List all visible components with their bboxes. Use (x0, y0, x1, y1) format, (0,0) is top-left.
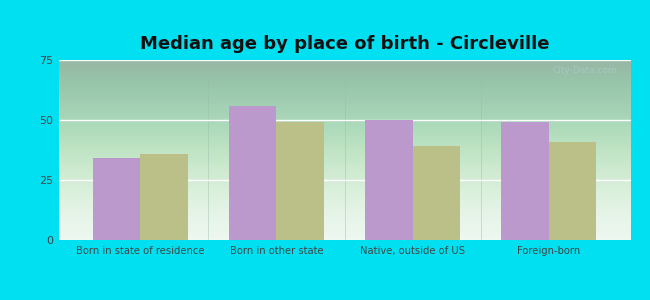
Bar (276, 122, 324, 240)
Bar (501, 122, 549, 240)
Title: Median age by place of birth - Circleville: Median age by place of birth - Circlevil… (140, 35, 549, 53)
Bar (92, 158, 140, 240)
Text: City-Data.com: City-Data.com (553, 66, 618, 75)
Bar (413, 146, 460, 240)
Bar (229, 106, 276, 240)
Bar (365, 120, 413, 240)
Bar (549, 142, 597, 240)
Bar (140, 154, 188, 240)
